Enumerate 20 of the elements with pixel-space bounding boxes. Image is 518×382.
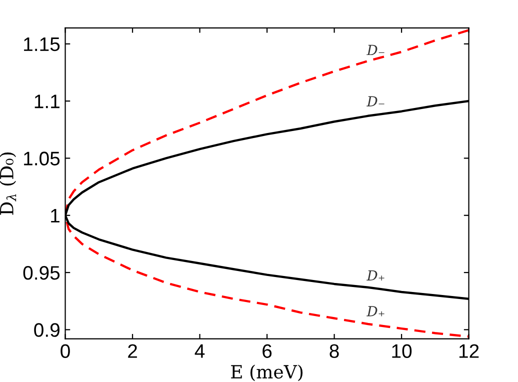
annotation: D₊ [366,270,384,281]
x-tick-label: 4 [194,344,205,358]
y-tick-label: 1.15 [24,38,60,52]
annotation: D₋ [366,96,384,106]
x-tick-label: 10 [392,344,412,358]
line-series [65,29,469,338]
x-tick-label: 12 [459,344,479,358]
y-tick-label: 1.05 [24,152,60,166]
x-tick-label: 2 [128,344,137,358]
x-tick-label: 6 [262,344,272,358]
annotation: D₋ [366,44,384,56]
y-tick-label: 1 [51,209,60,222]
y-axis-title: D$_{λ}$ (D₀) [0,152,16,215]
x-axis-title: E (meV) [231,364,303,382]
x-tick-label: 0 [60,344,70,358]
y-tick-label: 0.95 [23,266,60,280]
y-tick-label: 1.1 [34,94,60,108]
y-tick-label: 0.9 [34,323,60,337]
x-tick-label: 8 [330,344,339,358]
annotation: D₊ [366,306,384,316]
